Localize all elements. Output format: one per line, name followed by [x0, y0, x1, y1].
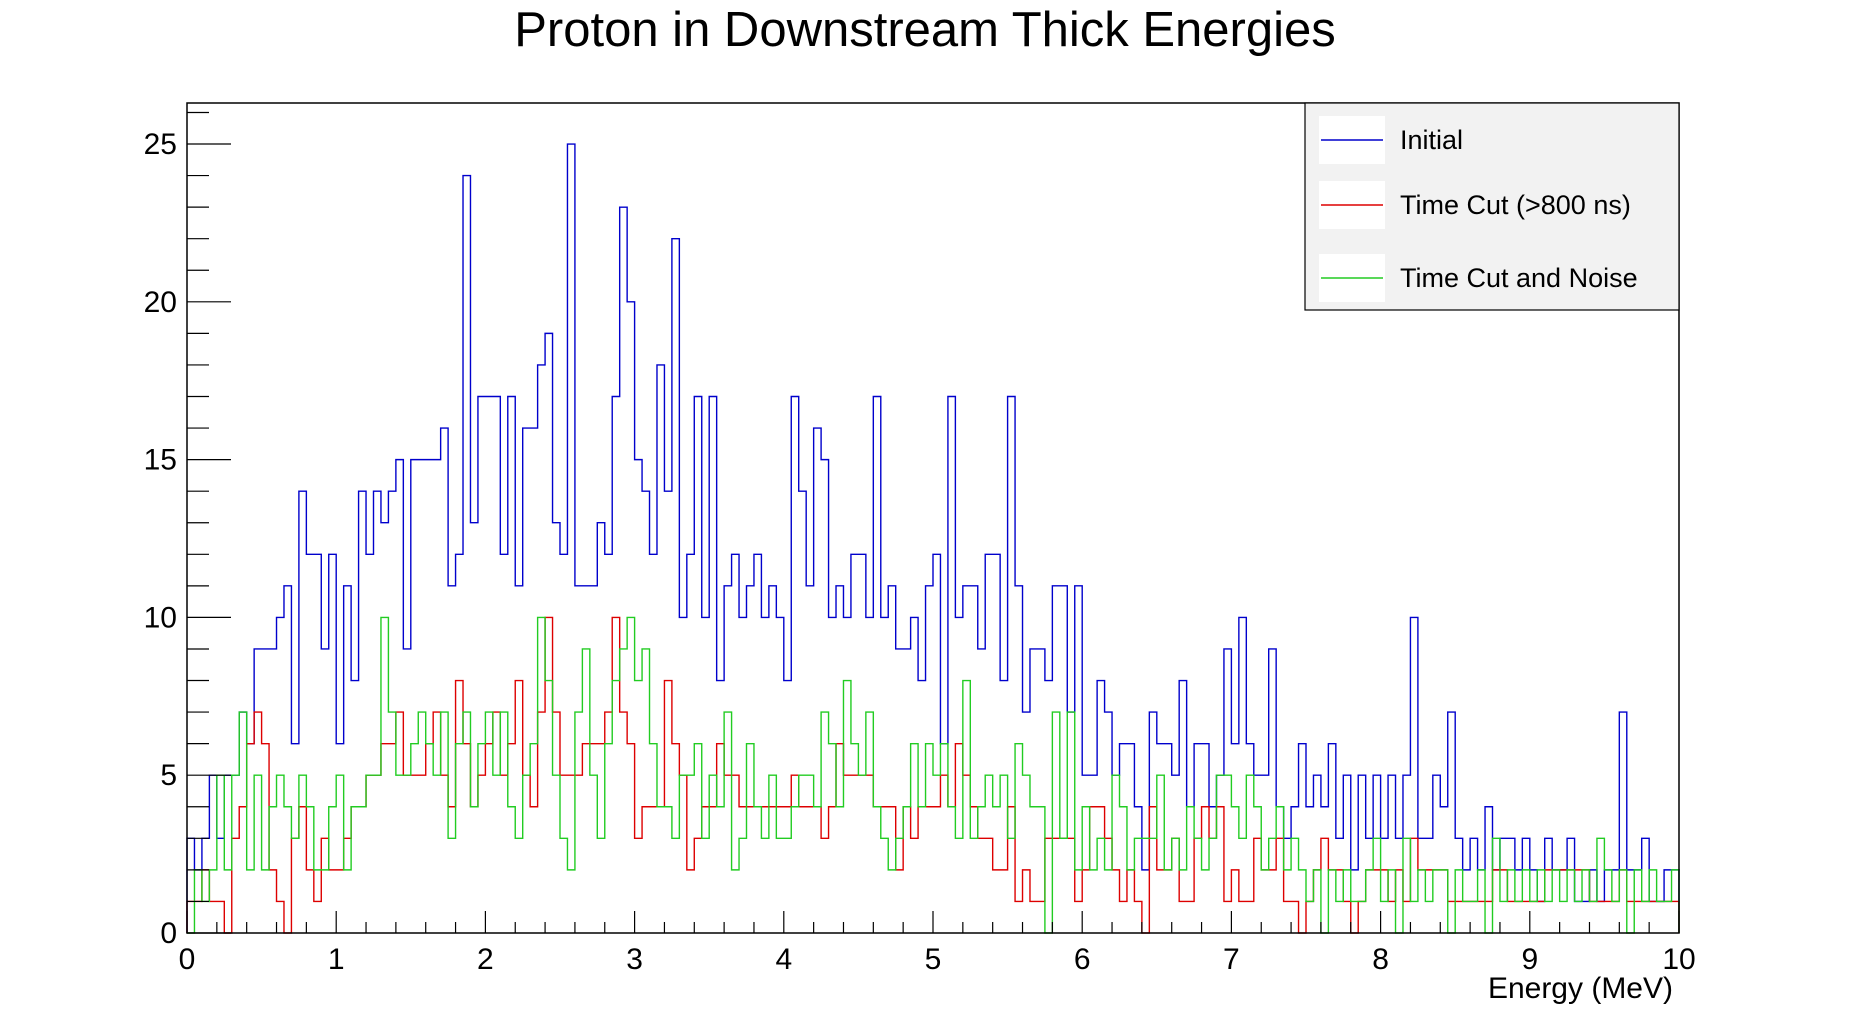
axis-ticks: 0 1 2 3 4 5 6 7 8 9 10 0 5 10 15 20 25 — [144, 111, 1696, 976]
x-tick-label: 3 — [626, 943, 643, 976]
x-tick-label: 5 — [925, 943, 942, 976]
x-tick-label: 7 — [1223, 943, 1240, 976]
x-tick-label: 1 — [328, 943, 345, 976]
series-line-1 — [186, 143, 1680, 933]
legend-entry: Time Cut and Noise — [1319, 254, 1638, 302]
x-tick-label: 6 — [1074, 943, 1091, 976]
series-line-3 — [187, 616, 1680, 934]
x-tick-label: 0 — [179, 943, 196, 976]
chart-title: Proton in Downstream Thick Energies — [514, 3, 1336, 57]
x-tick-label: 9 — [1521, 943, 1538, 976]
y-tick-label: 5 — [160, 759, 177, 792]
x-tick-label: 4 — [775, 943, 792, 976]
legend-label: Time Cut and Noise — [1400, 263, 1638, 293]
x-tick-label: 8 — [1372, 943, 1389, 976]
y-tick-label: 10 — [144, 601, 177, 634]
legend-label: Initial — [1400, 125, 1463, 155]
x-axis-label: Energy (MeV) — [1488, 972, 1673, 1005]
y-tick-label: 0 — [160, 917, 177, 950]
legend-label: Time Cut (>800 ns) — [1400, 190, 1631, 220]
legend-entry: Initial — [1319, 116, 1463, 164]
y-tick-label: 25 — [144, 128, 177, 161]
legend: Initial Time Cut (>800 ns) Time Cut and No… — [1304, 102, 1680, 311]
y-tick-label: 20 — [144, 286, 177, 319]
x-tick-label: 2 — [477, 943, 494, 976]
x-tick-label: 10 — [1662, 943, 1695, 976]
legend-entries: Initial Time Cut (>800 ns) Time Cut and No… — [1319, 116, 1638, 302]
y-tick-label: 15 — [144, 444, 177, 477]
legend-entry: Time Cut (>800 ns) — [1319, 181, 1631, 229]
series-layer — [186, 143, 1680, 934]
